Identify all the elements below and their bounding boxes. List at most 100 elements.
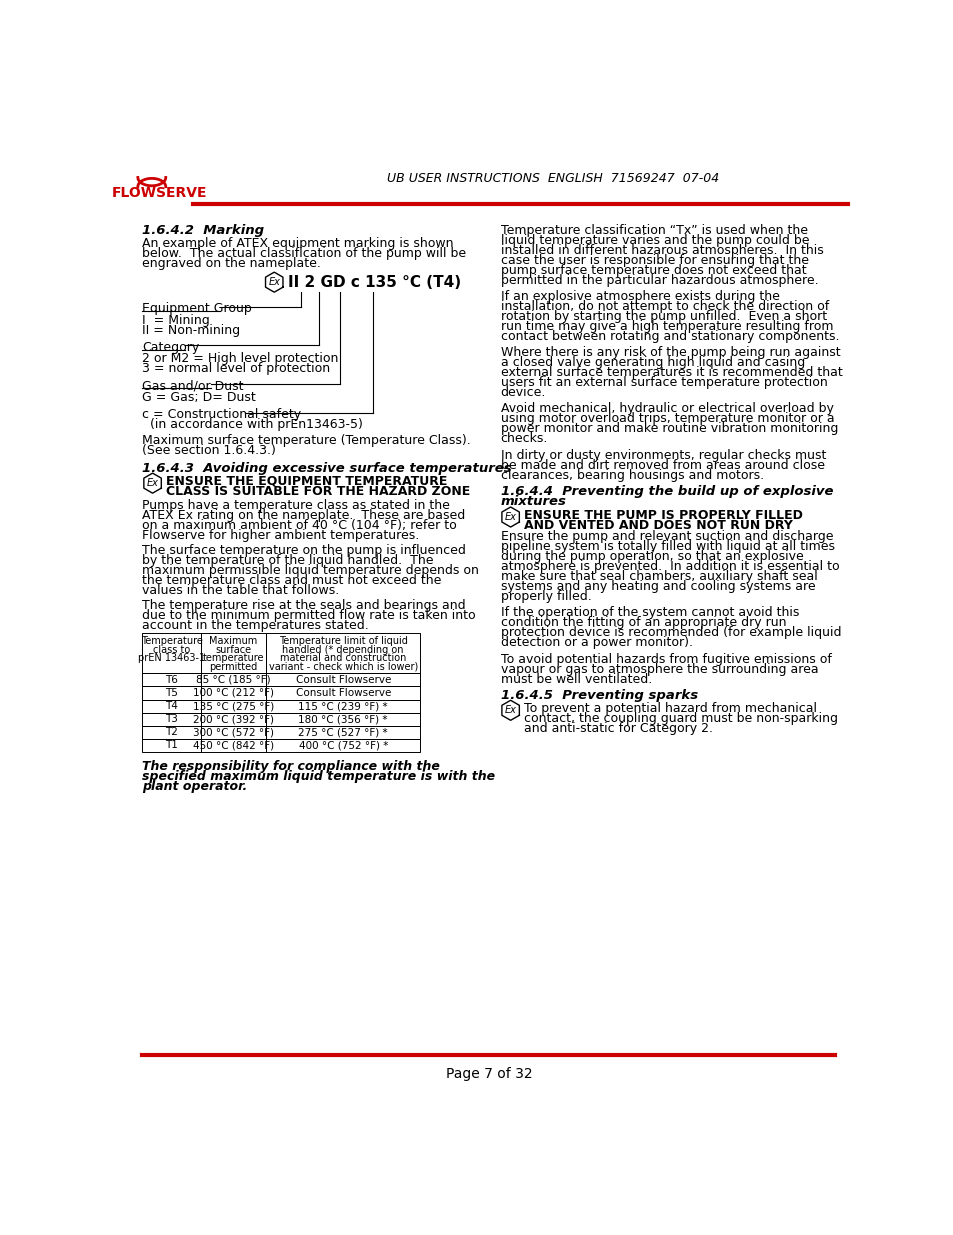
Text: surface: surface (215, 645, 252, 655)
Text: material and construction: material and construction (280, 653, 406, 663)
Text: (See section 1.6.4.3.): (See section 1.6.4.3.) (142, 443, 276, 457)
Text: specified maximum liquid temperature is with the: specified maximum liquid temperature is … (142, 769, 496, 783)
Text: installed in different hazarous atmospheres.  In this: installed in different hazarous atmosphe… (500, 243, 822, 257)
Text: T1: T1 (165, 740, 178, 751)
Text: 450 °C (842 °F): 450 °C (842 °F) (193, 740, 274, 751)
Text: 1.6.4.5  Preventing sparks: 1.6.4.5 Preventing sparks (500, 689, 697, 701)
Text: engraved on the nameplate.: engraved on the nameplate. (142, 257, 321, 269)
Text: Avoid mechanical, hydraulic or electrical overload by: Avoid mechanical, hydraulic or electrica… (500, 403, 833, 415)
Bar (142, 739, 200, 752)
Text: Ex: Ex (147, 478, 158, 488)
Text: ENSURE THE EQUIPMENT TEMPERATURE: ENSURE THE EQUIPMENT TEMPERATURE (166, 474, 447, 488)
Text: contact, the coupling guard must be non-sparking: contact, the coupling guard must be non-… (523, 711, 837, 725)
Text: condition the fitting of an appropriate dry run: condition the fitting of an appropriate … (500, 616, 785, 630)
Bar (142, 634, 200, 673)
Text: and anti-static for Category 2.: and anti-static for Category 2. (523, 721, 712, 735)
Text: c = Constructional safety: c = Constructional safety (142, 409, 301, 421)
Bar (142, 687, 200, 699)
Text: a closed valve generating high liquid and casing: a closed valve generating high liquid an… (500, 356, 804, 369)
Text: In dirty or dusty environments, regular checks must: In dirty or dusty environments, regular … (500, 448, 825, 462)
Text: account in the temperatures stated.: account in the temperatures stated. (142, 619, 369, 631)
Text: Ex: Ex (268, 277, 280, 288)
Text: I  = Mining: I = Mining (142, 314, 210, 327)
Bar (142, 726, 200, 739)
Text: Category: Category (142, 341, 199, 353)
Bar (200, 687, 266, 699)
Text: Consult Flowserve: Consult Flowserve (295, 674, 391, 685)
Text: To avoid potential hazards from fugitive emissions of: To avoid potential hazards from fugitive… (500, 652, 831, 666)
Text: T2: T2 (165, 727, 178, 737)
Text: Temperature: Temperature (140, 636, 202, 646)
Text: atmosphere is prevented.  In addition it is essential to: atmosphere is prevented. In addition it … (500, 561, 839, 573)
Text: liquid temperature varies and the pump could be: liquid temperature varies and the pump c… (500, 233, 808, 247)
Bar (266, 699, 419, 713)
Text: The temperature rise at the seals and bearings and: The temperature rise at the seals and be… (142, 599, 466, 611)
Text: run time may give a high temperature resulting from: run time may give a high temperature res… (500, 320, 832, 333)
Text: II = Non-mining: II = Non-mining (142, 324, 240, 337)
Text: II 2 GD c 135 °C (T4): II 2 GD c 135 °C (T4) (288, 274, 461, 290)
Text: T5: T5 (165, 688, 178, 698)
Bar (142, 673, 200, 687)
Text: AND VENTED AND DOES NOT RUN DRY: AND VENTED AND DOES NOT RUN DRY (523, 519, 792, 531)
Bar (266, 713, 419, 726)
Text: Pumps have a temperature class as stated in the: Pumps have a temperature class as stated… (142, 499, 450, 513)
Text: using motor overload trips, temperature monitor or a: using motor overload trips, temperature … (500, 412, 833, 425)
Text: by the temperature of the liquid handled.  The: by the temperature of the liquid handled… (142, 555, 434, 567)
Text: Maximum: Maximum (210, 636, 257, 646)
Text: 300 °C (572 °F): 300 °C (572 °F) (193, 727, 274, 737)
Text: T3: T3 (165, 714, 178, 724)
Text: checks.: checks. (500, 432, 547, 446)
Bar (266, 726, 419, 739)
Bar (266, 687, 419, 699)
Text: (in accordance with prEn13463-5): (in accordance with prEn13463-5) (150, 419, 363, 431)
Bar (266, 634, 419, 673)
Text: Ex: Ex (504, 705, 516, 715)
Text: If an explosive atmosphere exists during the: If an explosive atmosphere exists during… (500, 290, 779, 303)
Text: permitted: permitted (210, 662, 257, 672)
Text: detection or a power monitor).: detection or a power monitor). (500, 636, 692, 650)
Text: mixtures: mixtures (500, 495, 566, 509)
Text: plant operator.: plant operator. (142, 779, 248, 793)
Text: If the operation of the system cannot avoid this: If the operation of the system cannot av… (500, 606, 798, 619)
Text: prEN 13463-1: prEN 13463-1 (138, 653, 205, 663)
Text: 275 °C (527 °F) *: 275 °C (527 °F) * (298, 727, 388, 737)
Text: ATEX Ex rating on the nameplate.  These are based: ATEX Ex rating on the nameplate. These a… (142, 509, 465, 522)
Text: users fit an external surface temperature protection: users fit an external surface temperatur… (500, 377, 826, 389)
Text: 115 °C (239 °F) *: 115 °C (239 °F) * (298, 701, 388, 711)
Text: pump surface temperature does not exceed that: pump surface temperature does not exceed… (500, 264, 805, 277)
Text: Flowserve for higher ambient temperatures.: Flowserve for higher ambient temperature… (142, 530, 419, 542)
Text: 200 °C (392 °F): 200 °C (392 °F) (193, 714, 274, 724)
Text: handled (* depending on: handled (* depending on (282, 645, 403, 655)
Text: values in the table that follows.: values in the table that follows. (142, 584, 339, 597)
Text: protection device is recommended (for example liquid: protection device is recommended (for ex… (500, 626, 841, 640)
Bar (200, 713, 266, 726)
Text: be made and dirt removed from areas around close: be made and dirt removed from areas arou… (500, 458, 823, 472)
Text: 85 °C (185 °F): 85 °C (185 °F) (196, 674, 271, 685)
Text: An example of ATEX equipment marking is shown: An example of ATEX equipment marking is … (142, 237, 454, 249)
Text: during the pump operation, so that an explosive: during the pump operation, so that an ex… (500, 550, 802, 563)
Text: must be well ventilated.: must be well ventilated. (500, 673, 651, 685)
Text: 135 °C (275 °F): 135 °C (275 °F) (193, 701, 274, 711)
Text: make sure that seal chambers, auxiliary shaft seal: make sure that seal chambers, auxiliary … (500, 571, 817, 583)
Text: pipeline system is totally filled with liquid at all times: pipeline system is totally filled with l… (500, 540, 834, 553)
Bar (200, 739, 266, 752)
Bar (200, 726, 266, 739)
Text: ENSURE THE PUMP IS PROPERLY FILLED: ENSURE THE PUMP IS PROPERLY FILLED (523, 509, 801, 521)
Text: 400 °C (752 °F) *: 400 °C (752 °F) * (298, 740, 388, 751)
Text: power monitor and make routine vibration monitoring: power monitor and make routine vibration… (500, 422, 837, 435)
Text: The surface temperature on the pump is influenced: The surface temperature on the pump is i… (142, 543, 466, 557)
Bar (142, 713, 200, 726)
Text: UB USER INSTRUCTIONS  ENGLISH  71569247  07-04: UB USER INSTRUCTIONS ENGLISH 71569247 07… (387, 173, 719, 185)
Bar (200, 699, 266, 713)
Text: FLOWSERVE: FLOWSERVE (112, 185, 207, 200)
Text: Page 7 of 32: Page 7 of 32 (445, 1067, 532, 1081)
Text: maximum permissible liquid temperature depends on: maximum permissible liquid temperature d… (142, 564, 478, 577)
Text: Temperature limit of liquid: Temperature limit of liquid (278, 636, 407, 646)
Text: 2 or M2 = High level protection: 2 or M2 = High level protection (142, 352, 338, 366)
Text: temperature: temperature (203, 653, 264, 663)
Bar (266, 673, 419, 687)
Bar (200, 634, 266, 673)
Text: class to: class to (152, 645, 190, 655)
Text: device.: device. (500, 387, 545, 399)
Text: Ex: Ex (504, 513, 516, 522)
